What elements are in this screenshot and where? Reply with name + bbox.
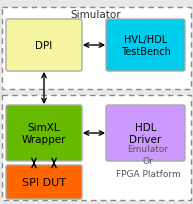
FancyBboxPatch shape <box>6 105 82 161</box>
Bar <box>2 8 191 90</box>
Text: HDL
Driver: HDL Driver <box>129 122 162 144</box>
Text: DPI: DPI <box>35 41 53 51</box>
FancyBboxPatch shape <box>106 105 185 161</box>
FancyBboxPatch shape <box>6 20 82 72</box>
Text: SimXL
Wrapper: SimXL Wrapper <box>22 122 66 144</box>
FancyBboxPatch shape <box>106 20 185 72</box>
Bar <box>2 95 191 200</box>
FancyBboxPatch shape <box>6 165 82 199</box>
Text: SPI DUT: SPI DUT <box>22 177 66 187</box>
Text: HVL/HDL
TestBench: HVL/HDL TestBench <box>121 35 170 57</box>
Text: Emulator
Or
FPGA Platform: Emulator Or FPGA Platform <box>116 144 180 178</box>
Text: Simulator: Simulator <box>71 10 121 20</box>
